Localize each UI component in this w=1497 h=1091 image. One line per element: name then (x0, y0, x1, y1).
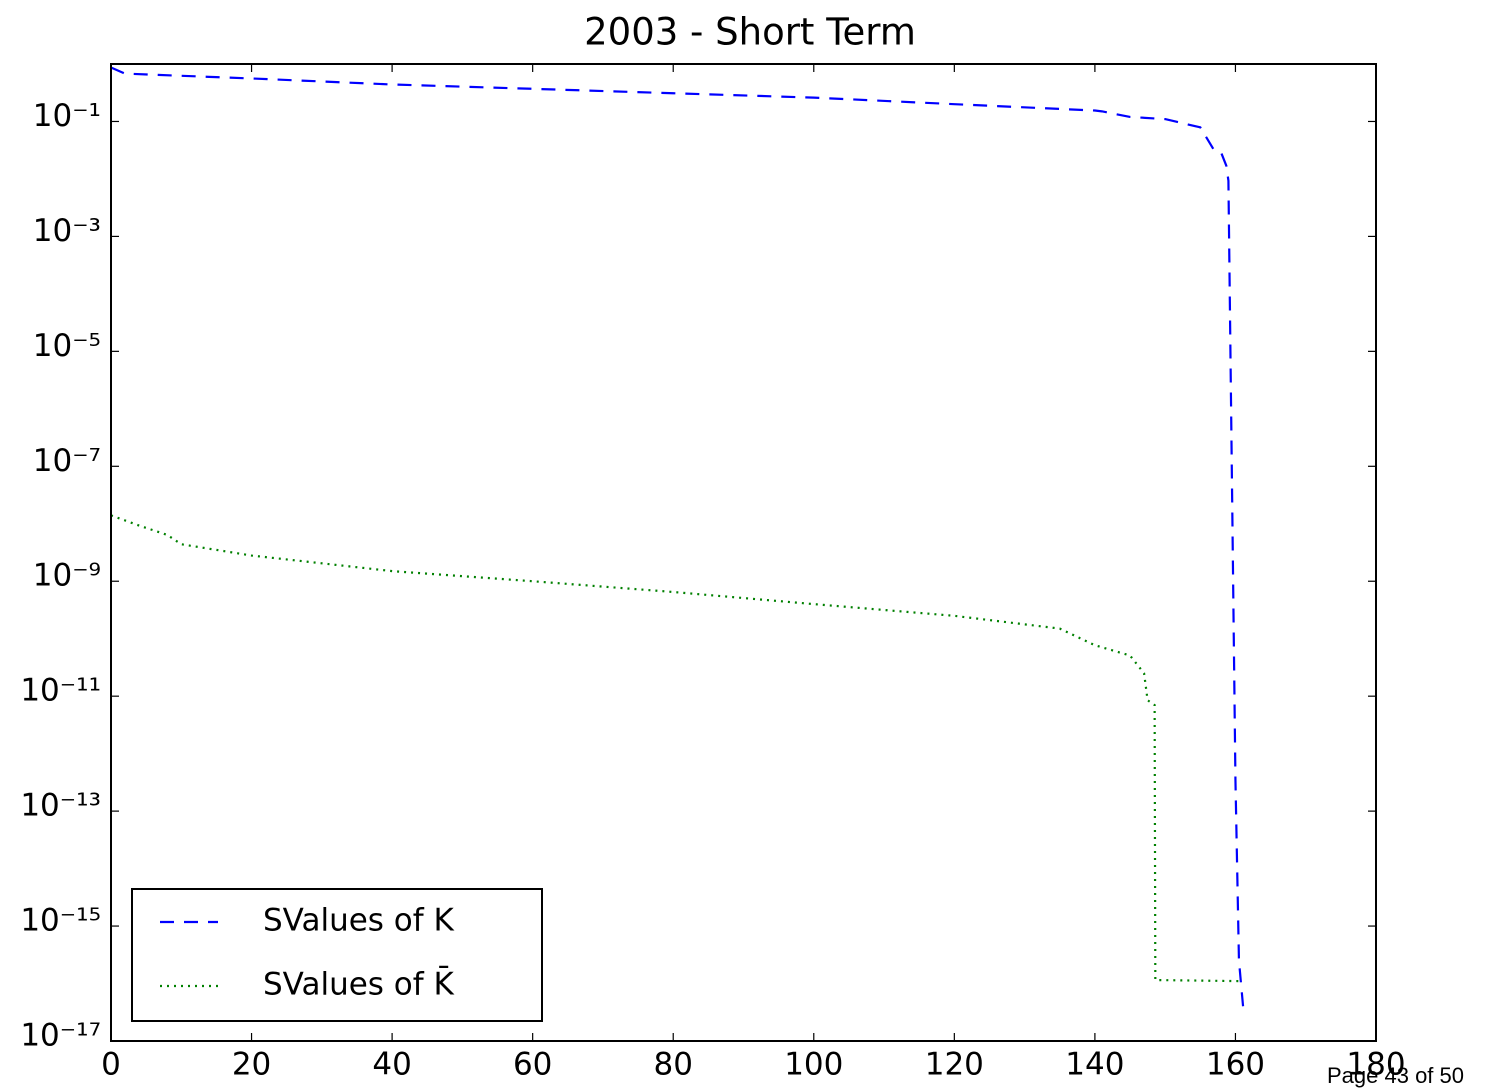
y-tick-label: 10⁻⁵ (33, 328, 101, 364)
y-tick-label: 10⁻³ (33, 213, 101, 249)
x-tick-label: 0 (101, 1047, 121, 1083)
y-tick-label: 10⁻⁹ (33, 558, 101, 594)
chart-title: 2003 - Short Term (584, 11, 916, 54)
y-tick-label: 10⁻¹¹ (20, 673, 101, 709)
x-tick-label: 60 (513, 1047, 552, 1083)
x-tick-label: 180 (1346, 1047, 1405, 1083)
x-tick-label: 120 (925, 1047, 984, 1083)
legend-label: SValues of K̄ (263, 966, 455, 1003)
legend-box (131, 888, 543, 1022)
data-line (110, 514, 1243, 983)
legend-label: SValues of K (263, 903, 455, 939)
x-tick-label: 40 (372, 1047, 411, 1083)
y-tick-label: 10⁻¹⁵ (20, 903, 101, 939)
y-tick-label: 10⁻¹ (33, 98, 101, 134)
x-tick-label: 20 (232, 1047, 271, 1083)
y-tick-label: 10⁻⁷ (33, 443, 101, 479)
x-tick-label: 160 (1206, 1047, 1265, 1083)
x-tick-label: 100 (784, 1047, 843, 1083)
x-tick-label: 140 (1065, 1047, 1124, 1083)
plot-frame (110, 63, 1377, 1042)
y-tick-label: 10⁻¹³ (20, 788, 101, 824)
data-line (110, 66, 1245, 1016)
y-tick-label: 10⁻¹⁷ (20, 1018, 101, 1054)
x-tick-label: 80 (653, 1047, 692, 1083)
page-footer: Page 43 of 50 (1327, 1063, 1464, 1088)
